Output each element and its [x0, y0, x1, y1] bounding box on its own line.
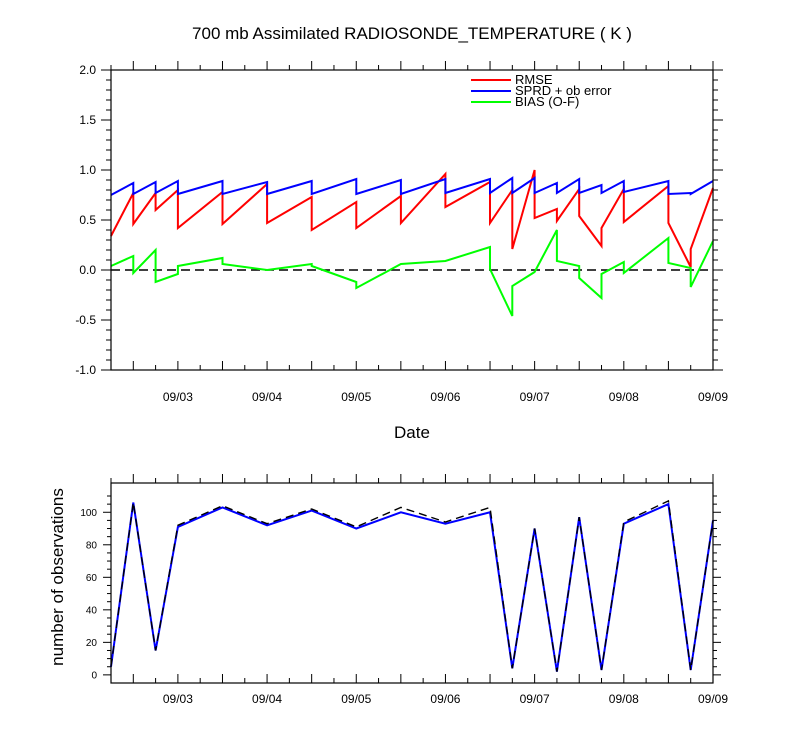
x-tick-label: 09/05 [341, 390, 371, 404]
x-tick-label: 09/08 [609, 390, 639, 404]
x-tick-label: 09/04 [252, 390, 282, 404]
x-tick-label: 09/06 [430, 692, 460, 706]
x-tick-label: 09/09 [698, 692, 728, 706]
bottom-axis-ticks [103, 474, 721, 683]
x-tick-label: 09/08 [609, 692, 639, 706]
x-tick-label: 09/05 [341, 692, 371, 706]
chart-title: 700 mb Assimilated RADIOSONDE_TEMPERATUR… [192, 24, 632, 43]
y-tick-label: 0.0 [79, 263, 96, 277]
top-plot-frame [110, 69, 714, 371]
series-line-bias-o-f [110, 229, 714, 317]
y-tick-label: 80 [86, 540, 98, 551]
x-tick-label: 09/06 [430, 390, 460, 404]
bottom-series-group [110, 499, 714, 672]
top-series-group [110, 169, 714, 317]
x-axis-title: Date [394, 423, 430, 442]
top-y-tick-labels: -1.0 -0.5 0.0 0.5 1.0 1.5 2.0 [75, 63, 96, 377]
y-tick-label: 2.0 [79, 63, 96, 77]
obs-line-assimilated [110, 502, 714, 672]
y-tick-label: 1.5 [79, 113, 96, 127]
x-tick-label: 09/07 [520, 390, 550, 404]
y-tick-label: 0 [91, 670, 97, 681]
bottom-x-tick-labels: 09/03 09/04 09/05 09/06 09/07 09/08 09/09 [163, 692, 728, 706]
series-line-rmse [110, 169, 714, 268]
y-tick-label: 0.5 [79, 213, 96, 227]
bottom-y-tick-labels: 0 20 40 60 80 100 [80, 508, 97, 682]
y-tick-label: 100 [80, 508, 97, 519]
y-tick-label: -1.0 [75, 363, 96, 377]
y-tick-label: 1.0 [79, 163, 96, 177]
series-line-sprd-ob-error [110, 176, 714, 196]
legend-label: SPRD + ob error [515, 83, 612, 98]
x-tick-label: 09/04 [252, 692, 282, 706]
y-tick-label: 60 [86, 573, 98, 584]
x-tick-label: 09/09 [698, 390, 728, 404]
top-x-tick-labels: 09/03 09/04 09/05 09/06 09/07 09/08 09/09 [163, 390, 728, 404]
y-axis-title: number of observations [48, 488, 67, 666]
y-tick-label: 20 [86, 638, 98, 649]
x-tick-label: 09/03 [163, 390, 193, 404]
obs-line-total [110, 499, 714, 672]
top-chart-panel: 700 mb Assimilated RADIOSONDE_TEMPERATUR… [75, 24, 728, 442]
y-tick-label: 40 [86, 605, 98, 616]
legend-label: BIAS (O-F) [515, 94, 579, 109]
bottom-plot-frame [110, 482, 714, 684]
top-axis-ticks [101, 61, 723, 371]
x-tick-label: 09/03 [163, 692, 193, 706]
legend-label: RMSE [515, 72, 553, 87]
y-tick-label: -0.5 [75, 313, 96, 327]
x-tick-label: 09/07 [520, 692, 550, 706]
